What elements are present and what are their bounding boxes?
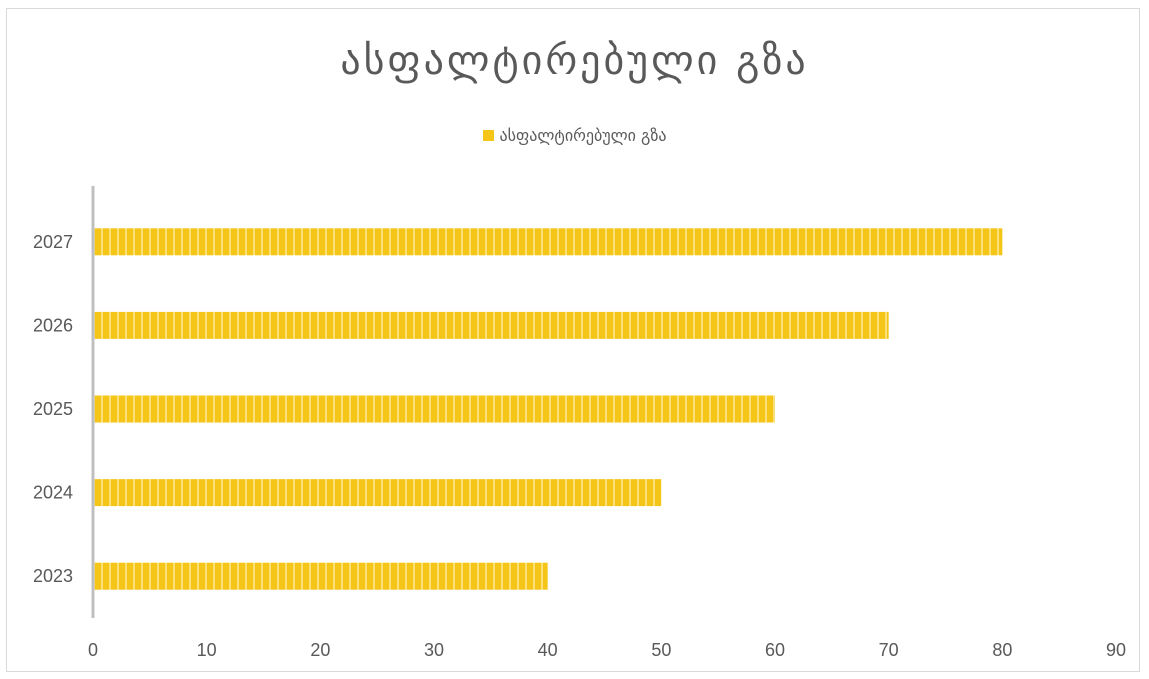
bar-2023 (93, 562, 548, 590)
chart-title: ასფალტირებული გზა (340, 38, 809, 84)
x-tick-label: 0 (88, 640, 98, 660)
chart-frame (6, 8, 1140, 672)
y-tick-label: 2023 (33, 566, 73, 586)
x-tick-label: 40 (538, 640, 558, 660)
x-tick-label: 30 (424, 640, 444, 660)
x-tick-label: 60 (765, 640, 785, 660)
legend-label: ასფალტირებული გზა (499, 126, 667, 145)
chart-legend: ასფალტირებული გზა (0, 126, 1149, 145)
y-tick-label: 2024 (33, 483, 73, 503)
x-tick-label: 50 (651, 640, 671, 660)
bar-2026 (93, 311, 889, 339)
legend-swatch (482, 130, 494, 141)
x-tick-label: 10 (197, 640, 217, 660)
y-tick-label: 2026 (33, 315, 73, 335)
x-tick-label: 80 (992, 640, 1012, 660)
bar-2027 (93, 228, 1003, 256)
x-tick-label: 90 (1106, 640, 1126, 660)
x-tick-label: 70 (879, 640, 899, 660)
x-tick-label: 20 (310, 640, 330, 660)
y-tick-label: 2025 (33, 399, 73, 419)
bar-2024 (93, 479, 662, 507)
bar-2025 (93, 395, 775, 423)
y-tick-label: 2027 (33, 232, 73, 252)
